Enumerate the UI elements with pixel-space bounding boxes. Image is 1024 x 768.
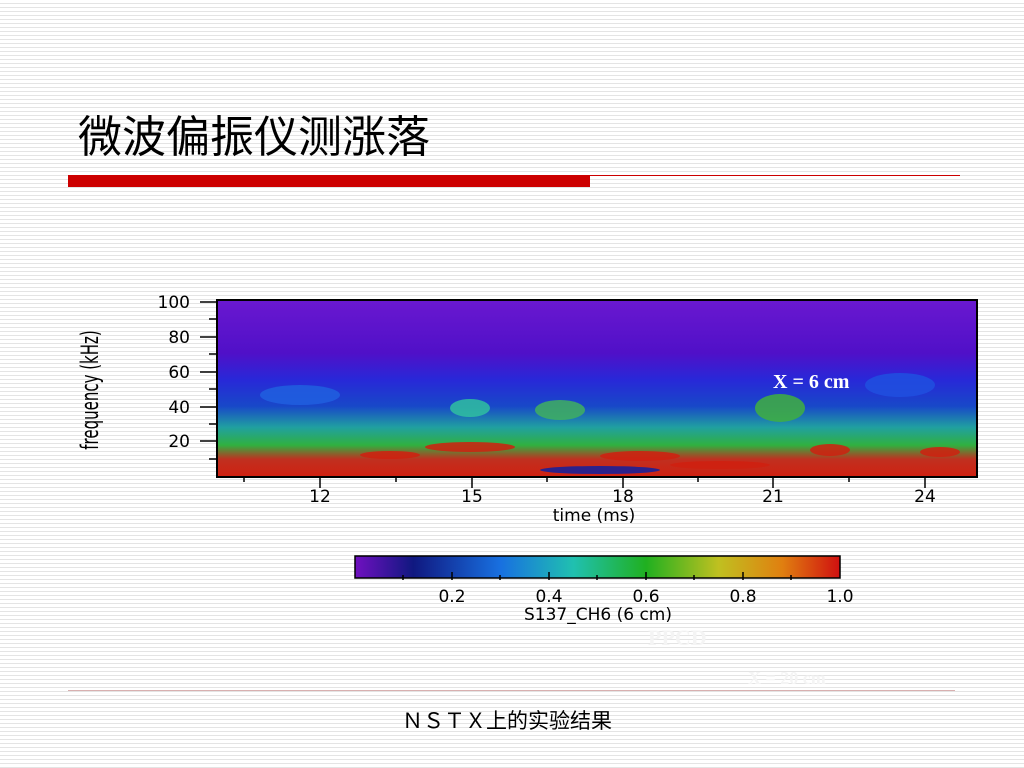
colorbar-tick-label: 0.4 [535,587,562,607]
x-tick-label: 24 [914,487,936,507]
faint-label: X = 20 cm [748,668,826,688]
colorbar-label: S137_CH6 (6 cm) [524,605,672,625]
colorbar-ticks [402,572,792,580]
spectrogram [217,300,977,477]
faint-label: PPCD [648,625,707,650]
colorbar-tick-label: 0.2 [438,587,465,607]
x-tick-label: 18 [612,487,634,507]
y-tick-label: 80 [168,328,190,348]
colorbar-tick-label: 0.6 [632,587,659,607]
y-tick-label: 20 [168,432,190,452]
colorbar [354,555,841,579]
caption: ＮＳＴＸ上的实验结果 [402,709,612,733]
y-tick-label: 100 [158,293,190,313]
title-bar [68,175,590,187]
x-tick-label: 21 [762,487,784,507]
y-axis-label: frequency (kHz) [75,330,104,449]
slide-title: 微波偏振仪测涨落 [78,113,430,162]
y-tick-label: 60 [168,363,190,383]
colorbar-tick-label: 1.0 [826,587,853,607]
spectrogram-texture [260,373,960,474]
x-axis-label: time (ms) [553,506,636,526]
y-tick-label: 40 [168,398,190,418]
colorbar-tick-label: 0.8 [729,587,756,607]
y-ticks [200,301,217,460]
x-tick-label: 12 [309,487,331,507]
x-ticks [243,477,926,488]
annotation: X = 6 cm [773,371,850,393]
x-tick-label: 15 [461,487,483,507]
